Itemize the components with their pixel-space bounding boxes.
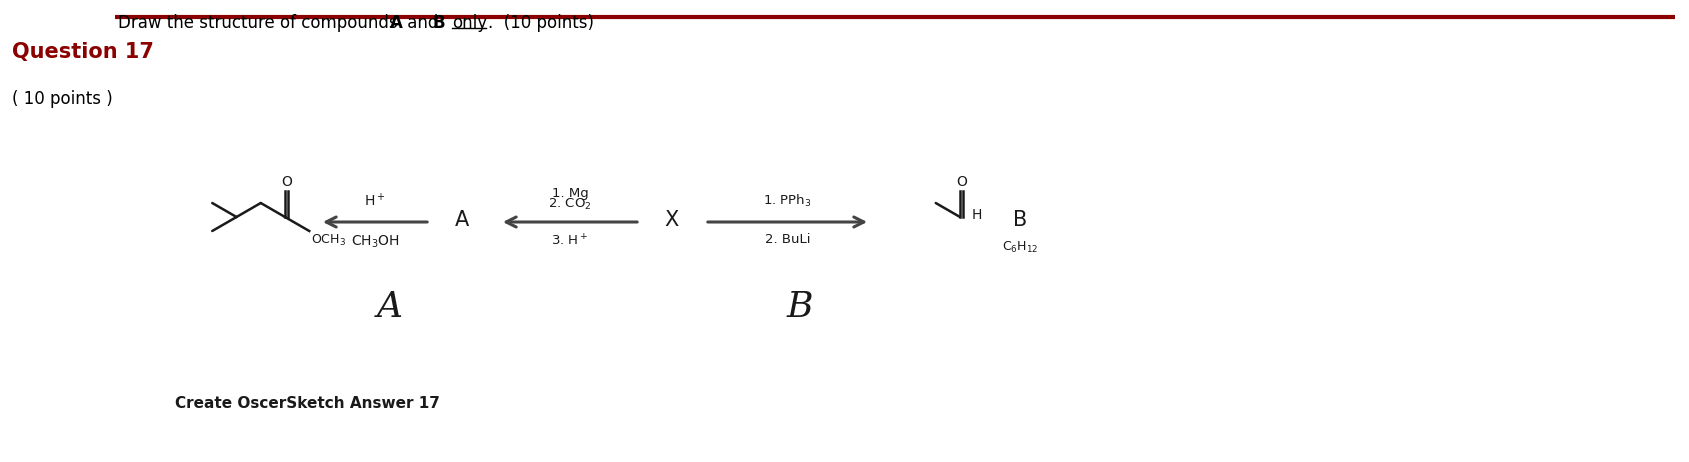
Text: 3. H$^+$: 3. H$^+$ <box>551 233 588 248</box>
Text: A: A <box>390 14 402 32</box>
Text: only: only <box>451 14 486 32</box>
Text: A: A <box>454 210 470 230</box>
Text: .  (10 points): . (10 points) <box>488 14 593 32</box>
Text: Question 17: Question 17 <box>12 42 154 62</box>
Text: 1. PPh$_3$: 1. PPh$_3$ <box>763 193 811 209</box>
Text: A: A <box>377 290 402 324</box>
Text: 2. BuLi: 2. BuLi <box>765 233 809 246</box>
Text: B: B <box>1012 210 1027 230</box>
Text: OCH$_3$: OCH$_3$ <box>311 233 346 248</box>
Text: B: B <box>432 14 446 32</box>
Text: H$^+$: H$^+$ <box>365 192 385 209</box>
Text: CH$_3$OH: CH$_3$OH <box>350 234 399 250</box>
Text: O: O <box>956 175 966 189</box>
Text: Draw the structure of compounds: Draw the structure of compounds <box>118 14 402 32</box>
Text: H: H <box>971 208 981 222</box>
Text: O: O <box>280 175 292 189</box>
Text: 2. CO$_2$: 2. CO$_2$ <box>547 197 591 212</box>
Text: Create OscerSketch Answer 17: Create OscerSketch Answer 17 <box>176 396 439 412</box>
Text: B: B <box>787 290 812 324</box>
Text: 1. Mg: 1. Mg <box>551 187 588 200</box>
Text: X: X <box>664 210 679 230</box>
Text: ( 10 points ): ( 10 points ) <box>12 90 113 108</box>
Text: C$_6$H$_{12}$: C$_6$H$_{12}$ <box>1002 240 1037 255</box>
Text: and: and <box>402 14 443 32</box>
